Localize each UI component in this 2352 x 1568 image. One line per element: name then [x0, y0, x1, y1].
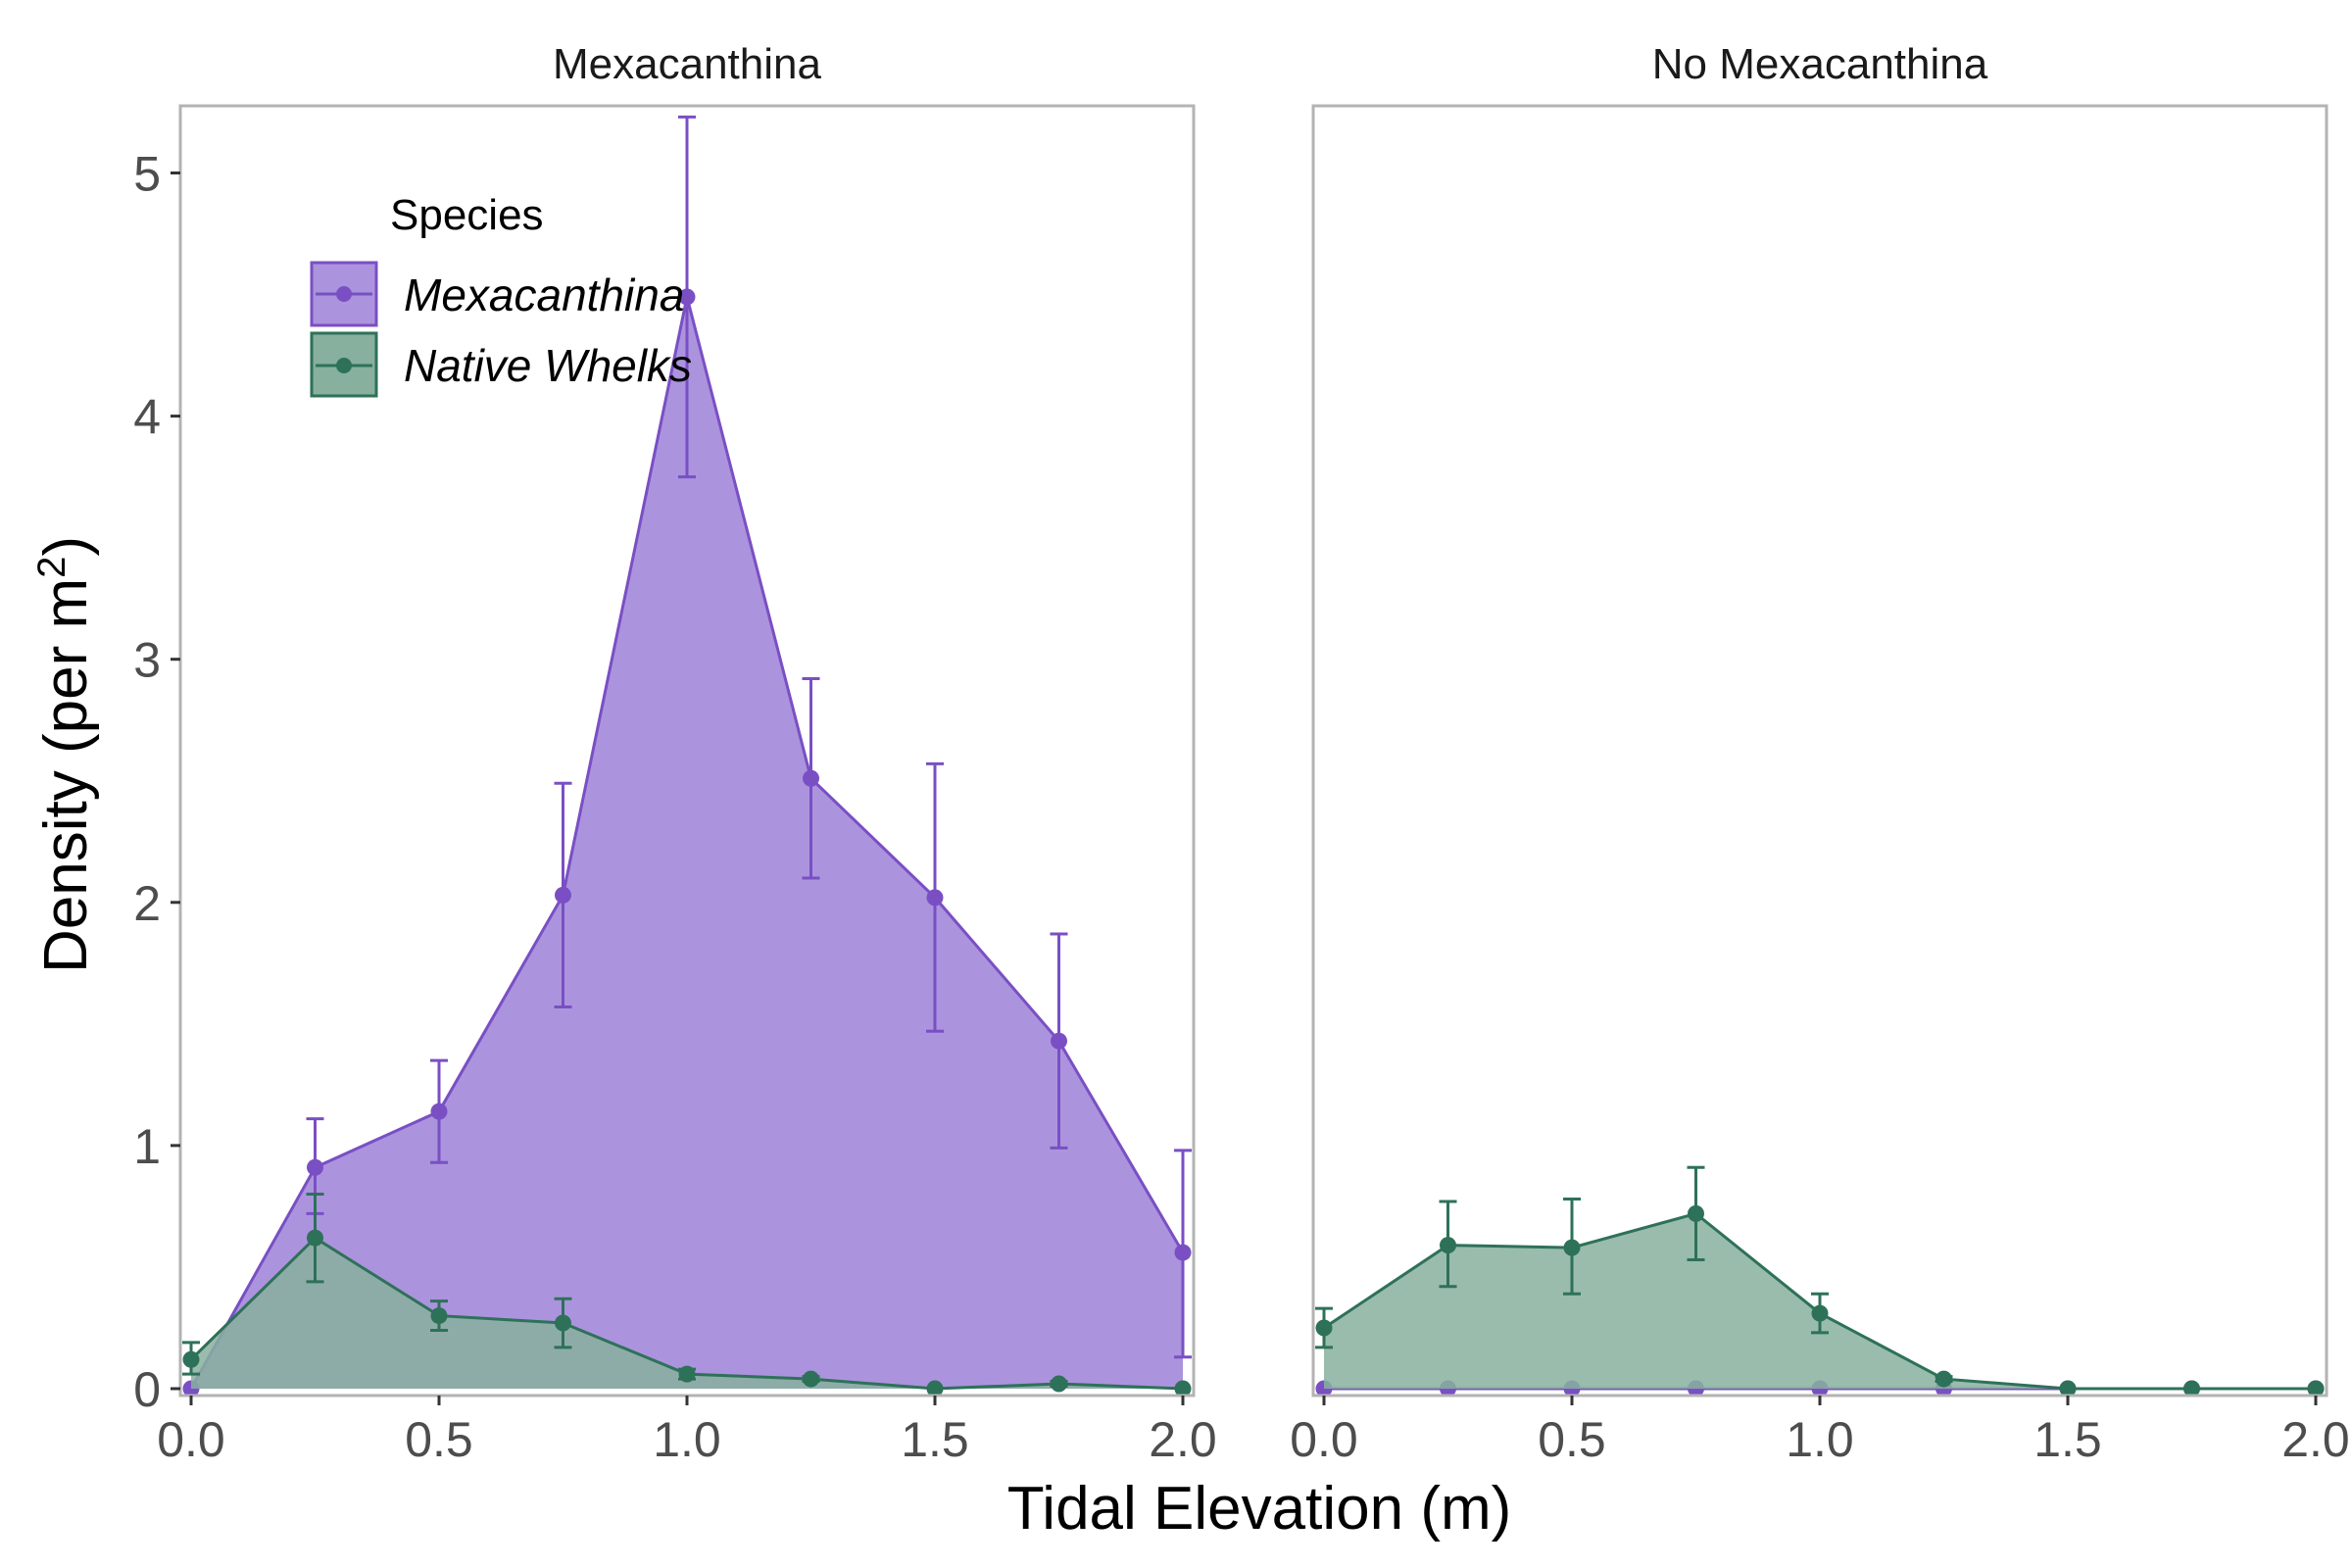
point-native-whelks	[678, 1365, 696, 1383]
point-native-whelks	[555, 1314, 571, 1332]
x-tick-label: 1.0	[653, 1412, 721, 1467]
x-tick-label: 1.5	[2034, 1412, 2102, 1467]
point-native-whelks	[2059, 1380, 2077, 1396]
y-axis-title-superscript: 2	[30, 557, 74, 578]
point-native-whelks	[182, 1350, 200, 1368]
chart-panels: Mexacanthina 0.0 0.5 1.0 1.5 2.0 0 1 2 3 4 5 No Mexa…	[133, 40, 2350, 1467]
x-tick-label: 2.0	[1149, 1412, 1217, 1467]
x-tick-label: 0.5	[1538, 1412, 1606, 1467]
y-tick-label: 0	[133, 1362, 161, 1417]
legend-point-native-whelks	[336, 358, 352, 373]
y-axis-title: Density (per m2)	[30, 536, 100, 973]
x-tick-label: 2.0	[2281, 1412, 2350, 1467]
point-native-whelks	[430, 1307, 448, 1325]
panel-border	[1311, 104, 2328, 1397]
point-native-whelks	[1563, 1239, 1581, 1256]
point-native-whelks	[2183, 1380, 2200, 1396]
legend-label-mexacanthina: Mexacanthina	[404, 270, 684, 320]
y-tick-label: 1	[133, 1119, 161, 1174]
legend: Species Mexacanthina Native Whelks	[310, 191, 692, 398]
point-native-whelks	[1688, 1204, 1704, 1222]
y-tick-label: 3	[133, 633, 161, 688]
legend-point-mexacanthina	[336, 286, 352, 302]
legend-title: Species	[390, 191, 544, 239]
point-mexacanthina	[1174, 1244, 1192, 1261]
x-tick-label: 1.0	[1786, 1412, 1854, 1467]
legend-label-native-whelks: Native Whelks	[404, 340, 692, 391]
panel-title: Mexacanthina	[553, 40, 821, 88]
point-native-whelks	[1051, 1375, 1067, 1393]
y-tick-label: 4	[133, 390, 161, 445]
point-native-whelks	[1315, 1319, 1333, 1337]
y-axis-title-main: Density (per m	[32, 578, 100, 973]
point-native-whelks	[2307, 1380, 2325, 1396]
x-tick-label: 0.0	[1290, 1412, 1358, 1467]
point-native-whelks	[926, 1380, 944, 1396]
panel-1: Mexacanthina 0.0 0.5 1.0 1.5 2.0 0 1 2 3 4 5	[133, 40, 1217, 1467]
point-native-whelks	[1174, 1380, 1192, 1396]
point-mexacanthina	[307, 1158, 323, 1176]
point-native-whelks	[1936, 1370, 1952, 1388]
point-native-whelks	[1811, 1304, 1829, 1322]
legend-key-native-whelks	[310, 331, 378, 398]
panel-title: No Mexacanthina	[1652, 40, 1988, 88]
y-tick-label: 5	[133, 147, 161, 202]
plot-area	[182, 115, 1192, 1396]
y-tick-label: 2	[133, 876, 161, 931]
point-mexacanthina	[430, 1102, 448, 1120]
x-tick-label: 1.5	[901, 1412, 969, 1467]
legend-key-mexacanthina	[310, 261, 378, 327]
point-native-whelks	[307, 1229, 323, 1247]
x-axis-title: Tidal Elevation (m)	[1007, 1475, 1512, 1543]
plot-area	[1315, 1165, 2325, 1396]
point-native-whelks	[1440, 1237, 1456, 1254]
point-mexacanthina	[555, 886, 571, 904]
point-mexacanthina	[803, 769, 819, 787]
point-mexacanthina	[1051, 1032, 1067, 1050]
area-native-whelks	[191, 1238, 1183, 1389]
point-native-whelks	[803, 1370, 819, 1388]
point-mexacanthina	[678, 288, 696, 306]
x-tick-label: 0.0	[157, 1412, 225, 1467]
point-mexacanthina	[926, 889, 944, 906]
panel-2: No Mexacanthina 0.0 0.5 1.0 1.5 2.0	[1290, 40, 2350, 1467]
x-tick-label: 0.5	[405, 1412, 473, 1467]
y-axis-title-close: )	[32, 536, 100, 557]
